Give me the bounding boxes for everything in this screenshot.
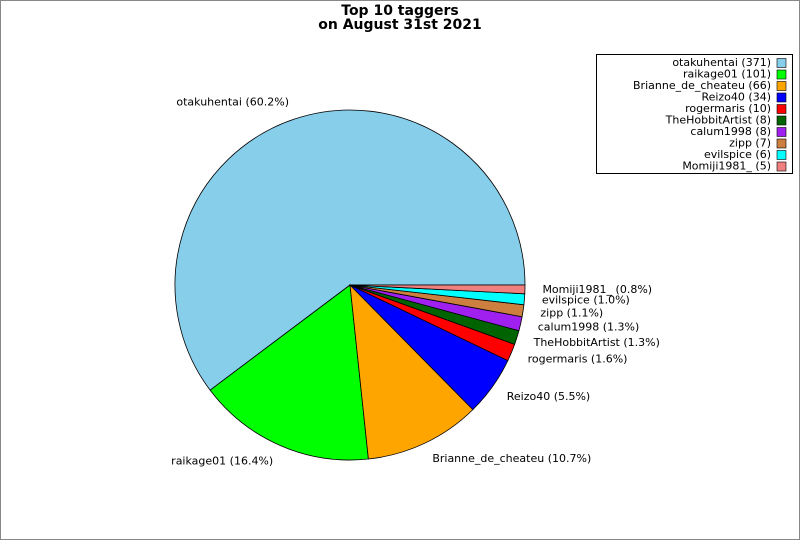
chart-title: on August 31st 2021: [318, 17, 482, 33]
slice-label: evilspice (1.0%): [542, 294, 630, 307]
pie-slice: [349, 283, 474, 460]
slice-label: calum1998 (1.3%): [538, 321, 640, 334]
legend-swatch: [776, 138, 787, 149]
slice-label: zipp (1.1%): [540, 306, 603, 319]
legend-label: TheHobbitArtist (8): [665, 114, 771, 127]
legend-label: raikage01 (101): [683, 68, 771, 81]
legend-swatch: [776, 127, 787, 137]
legend-swatch: [776, 69, 787, 80]
slice-label: Brianne_de_cheateu (10.7%): [432, 452, 591, 465]
slice-label: otakuhentai (60.2%): [176, 95, 289, 108]
legend-label: calum1998 (8): [690, 125, 771, 138]
legend-label: evilspice (6): [704, 148, 771, 161]
legend-label: otakuhentai (371): [672, 56, 771, 69]
legend-swatch: [776, 58, 787, 68]
legend-swatch: [776, 104, 787, 114]
slice-label: TheHobbitArtist (1.3%): [533, 336, 660, 349]
slice-label: rogermaris (1.6%): [528, 352, 628, 365]
pie-slice: [174, 109, 526, 391]
pie-slice: [349, 284, 526, 295]
legend-swatch: [776, 115, 787, 126]
slice-label: raikage01 (16.4%): [171, 455, 273, 468]
legend-swatch: [776, 81, 787, 91]
legend-label: Momiji1981_ (5): [682, 160, 771, 173]
slice-label: Momiji1981_ (0.8%): [542, 283, 652, 296]
legend-label: Brianne_de_cheateu (66): [633, 79, 771, 92]
legend-swatch: [776, 150, 787, 160]
legend-label: zipp (7): [729, 137, 771, 150]
legend-label: Reizo40 (34): [701, 91, 771, 104]
legend-label: rogermaris (10): [685, 102, 771, 115]
pie-slice: [209, 284, 369, 461]
legend-swatch: [776, 161, 787, 172]
slice-label: Reizo40 (5.5%): [507, 390, 591, 403]
legend-swatch: [776, 92, 787, 103]
chart-title: Top 10 taggers: [341, 3, 458, 19]
legend-box: [596, 54, 793, 174]
